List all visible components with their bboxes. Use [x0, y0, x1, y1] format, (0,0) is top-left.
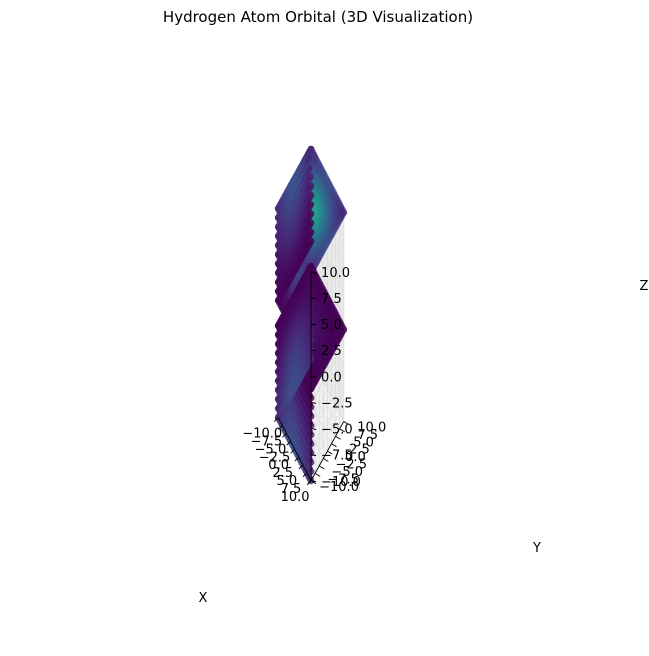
y-tick-label: 10.0: [357, 420, 386, 435]
z-tick-mark: [310, 375, 317, 378]
y-tick-label: −7.5: [327, 472, 359, 487]
z-tick-mark: [310, 297, 317, 300]
z-tick-mark: [310, 480, 317, 483]
scatter-point: [307, 228, 315, 236]
x-tick-mark: [282, 433, 287, 438]
z-tick-mark: [310, 454, 317, 457]
z-tick-label: −2.5: [321, 396, 353, 411]
y-tick-mark: [314, 472, 321, 477]
z-ticks: −10.0−7.5−5.0−2.50.02.55.07.510.0: [310, 266, 361, 490]
y-tick-mark: [318, 465, 325, 470]
x-tick-label: −2.5: [259, 450, 291, 465]
y-tick-label: −2.5: [336, 458, 368, 473]
y-tick-mark: [327, 450, 333, 455]
scatter-point: [340, 209, 348, 216]
y-tick-mark: [331, 443, 337, 448]
z-tick-label: −5.0: [321, 423, 353, 438]
y-tick-label: 5.0: [353, 435, 374, 450]
z-tick-mark: [310, 349, 317, 352]
z-tick-label: 5.0: [321, 318, 342, 333]
y-ticks: −10.0−7.5−5.0−2.50.02.55.07.510.0: [310, 420, 386, 495]
z-tick-label: −7.5: [321, 449, 353, 464]
y-tick-mark: [323, 458, 329, 462]
y-tick-label: 0.0: [345, 450, 366, 465]
z-tick-label: 0.0: [321, 370, 342, 385]
x-tick-label: 2.5: [272, 466, 293, 481]
x-tick-mark: [294, 456, 300, 462]
grid-line-z-right: [310, 342, 345, 403]
y-tick-mark: [335, 435, 341, 440]
grid-line-z-right: [310, 395, 345, 455]
x-tick-label: −5.0: [255, 442, 287, 457]
y-tick-label: −5.0: [331, 465, 363, 480]
x-tick-mark: [273, 417, 279, 422]
scatter-point: [307, 173, 315, 181]
scatter-point: [340, 326, 348, 333]
x-tick-mark: [290, 448, 295, 454]
y-tick-label: 2.5: [349, 443, 370, 458]
scatter-point: [307, 191, 315, 199]
x-tick-mark: [286, 440, 291, 446]
y-tick-mark: [339, 428, 345, 433]
x-tick-label: 5.0: [277, 474, 298, 489]
x-ticks: −10.0−7.5−5.0−2.50.02.55.07.510.0: [242, 417, 312, 505]
x-tick-label: −7.5: [251, 434, 283, 449]
scatter-point: [307, 219, 315, 227]
chart-title: Hydrogen Atom Orbital (3D Visualization): [163, 8, 473, 26]
z-tick-label: 2.5: [321, 344, 342, 359]
y-axis-label: Y: [532, 541, 541, 556]
x-tick-label: 0.0: [268, 458, 289, 473]
x-tick-mark: [278, 425, 283, 430]
scatter-points: [274, 145, 348, 485]
scatter-point: [307, 210, 315, 218]
scatter-point: [307, 182, 315, 190]
x-tick-label: −10.0: [242, 427, 282, 442]
x-tick-label: 7.5: [281, 482, 302, 497]
grid-line-z-right: [310, 369, 345, 429]
z-tick-mark: [310, 271, 317, 274]
y-tick-mark: [343, 421, 349, 425]
z-tick-mark: [310, 323, 317, 326]
x-axis-label: X: [199, 591, 208, 606]
z-tick-label: 7.5: [321, 292, 342, 307]
x-tick-mark: [306, 480, 312, 486]
scatter-point: [307, 201, 315, 208]
x-tick-label: 10.0: [281, 490, 310, 505]
z-tick-label: 10.0: [321, 266, 350, 281]
x-tick-mark: [298, 464, 304, 470]
z-tick-mark: [310, 401, 317, 404]
z-tick-mark: [310, 428, 317, 430]
z-axis-label: Z: [640, 279, 649, 294]
y-tick-label: −10.0: [319, 480, 359, 495]
scatter-point: [307, 237, 315, 245]
y-tick-label: 7.5: [357, 428, 378, 443]
x-tick-mark: [302, 472, 308, 478]
z-tick-label: −10.0: [321, 475, 361, 490]
